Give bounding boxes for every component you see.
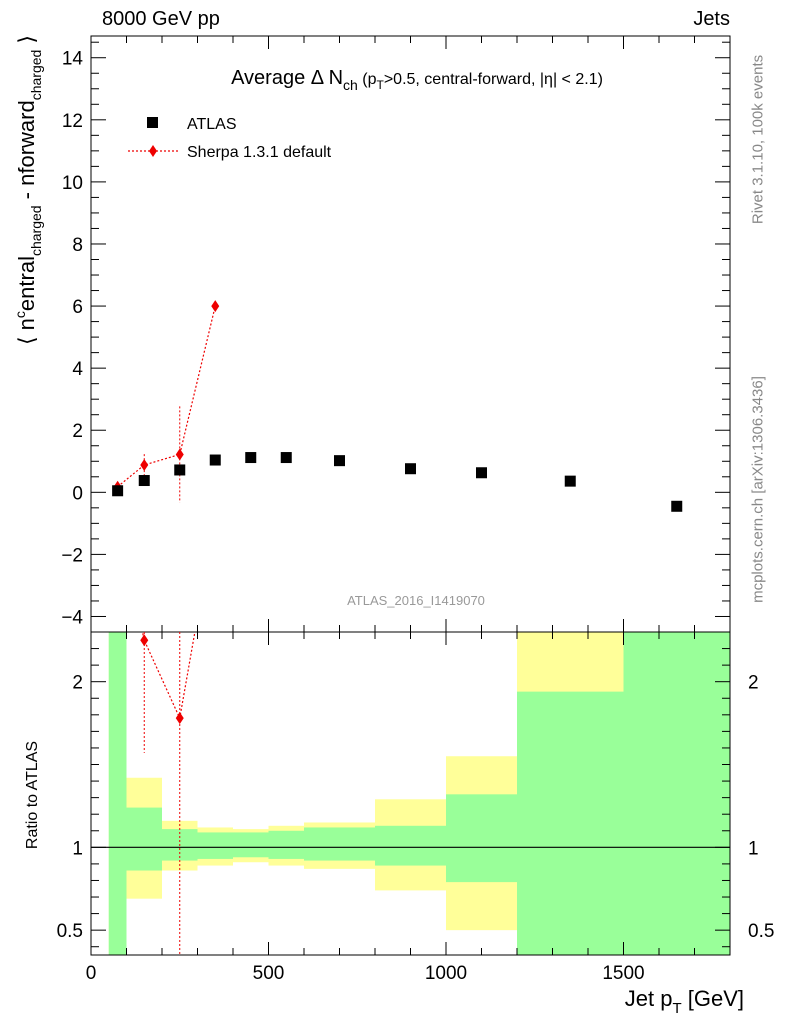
atlas-point xyxy=(334,455,345,467)
sherpa-point xyxy=(140,458,149,471)
main-y-tick-label: 4 xyxy=(72,359,83,380)
main-y-ticks xyxy=(91,41,730,633)
atlas-point xyxy=(564,475,576,487)
legend-sherpa-label: Sherpa 1.3.1 default xyxy=(187,144,332,161)
atlas-point xyxy=(280,452,292,464)
sherpa-ratio-line xyxy=(141,632,196,721)
atlas-point xyxy=(209,454,221,466)
ratio-y-ticks xyxy=(91,648,730,948)
ratio-bands xyxy=(108,632,730,955)
x-tick-label: 500 xyxy=(253,963,285,984)
main-y-tick-label: 2 xyxy=(72,421,83,442)
sherpa-line xyxy=(117,305,216,488)
legend-atlas-label: ATLAS xyxy=(187,116,237,133)
x-tick-label: 0 xyxy=(86,963,97,984)
atlas-point xyxy=(405,463,416,475)
x-axis-label: Jet pT [GeV] xyxy=(625,986,744,1017)
ratio-band-inner-8 xyxy=(446,794,517,883)
main-y-tick-label: −4 xyxy=(61,607,83,628)
ratio-band-inner-6 xyxy=(304,827,375,861)
main-y-tick-label: 0 xyxy=(72,483,83,504)
ratio-band-inner-3 xyxy=(197,832,233,859)
ratio-y-tick-label-left: 0.5 xyxy=(57,921,83,942)
atlas-point xyxy=(174,464,186,476)
x-tick-label: 1000 xyxy=(425,963,467,984)
ratio-y-tick-label-left: 2 xyxy=(72,673,83,694)
sherpa-ratio-series xyxy=(140,632,196,955)
ratio-band-inner-7 xyxy=(375,825,446,866)
atlas-point xyxy=(138,475,150,487)
sherpa-point xyxy=(211,300,220,313)
atlas-point xyxy=(245,452,257,464)
ratio-y-tick-label-right: 2 xyxy=(748,673,759,694)
legend-atlas-marker xyxy=(147,117,158,128)
legend-sherpa-marker xyxy=(149,145,157,157)
ratio-y-axis-label: Ratio to ATLAS xyxy=(24,741,41,849)
sherpa-point xyxy=(175,448,184,461)
ratio-y-tick-label-right: 1 xyxy=(748,838,759,859)
sherpa-ratio-point xyxy=(140,634,149,647)
atlas-series xyxy=(112,452,683,512)
plot-title: Average Δ Nch (pT>0.5, central-forward, … xyxy=(231,67,603,93)
main-y-axis-label: ⟨ ncentralcharged - nforwardcharged ⟩ xyxy=(12,35,44,345)
sherpa-series xyxy=(113,300,220,503)
atlas-point xyxy=(112,485,124,497)
ratio-y-tick-label-right: 0.5 xyxy=(748,921,774,942)
main-y-tick-label: 6 xyxy=(72,297,83,318)
x-tick-label: 1500 xyxy=(602,963,644,984)
ratio-band-inner-9 xyxy=(517,691,624,955)
ratio-y-tick-label-left: 1 xyxy=(72,838,83,859)
ratio-band-inner-5 xyxy=(268,830,304,859)
x-ticks xyxy=(90,36,731,955)
atlas-point xyxy=(671,500,683,512)
sherpa-ratio-point xyxy=(175,712,184,725)
main-y-tick-label: 14 xyxy=(62,49,84,70)
main-y-tick-label: 8 xyxy=(72,235,83,256)
atlas-point xyxy=(476,467,487,479)
main-y-tick-label: 10 xyxy=(62,173,83,194)
main-y-tick-label: −2 xyxy=(61,545,83,566)
ratio-band-inner-1 xyxy=(126,807,162,871)
ratio-band-inner-10 xyxy=(623,632,730,955)
header-category: Jets xyxy=(693,8,730,30)
ratio-band-inner-0 xyxy=(108,632,127,955)
main-y-tick-label: 12 xyxy=(62,111,83,132)
analysis-watermark: ATLAS_2016_I1419070 xyxy=(347,593,485,608)
header-process: 8000 GeV pp xyxy=(102,8,220,30)
ratio-band-inner-4 xyxy=(233,832,269,858)
